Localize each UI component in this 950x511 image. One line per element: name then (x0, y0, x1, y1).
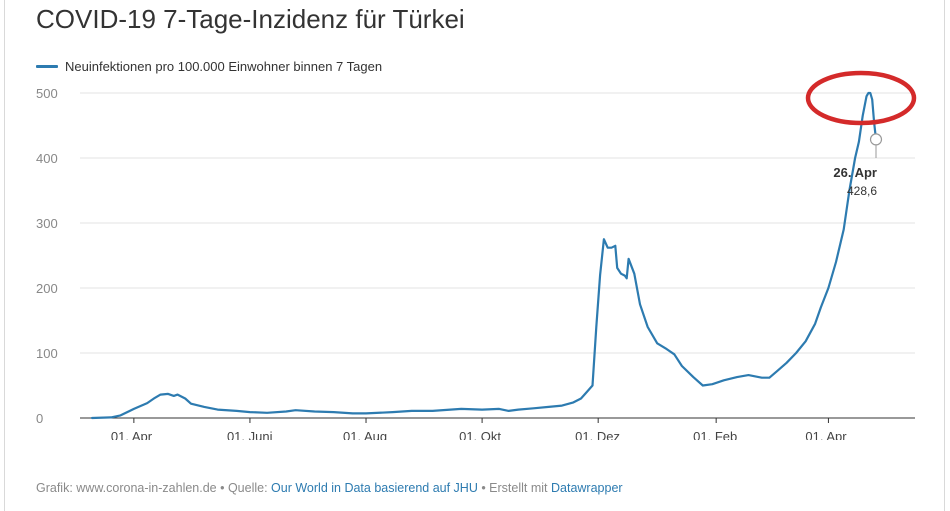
y-tick-label-300: 300 (36, 216, 58, 231)
series-line-0 (90, 91, 878, 420)
y-tick-label-200: 200 (36, 281, 58, 296)
legend-swatch (36, 64, 58, 68)
annotation-value-label: 428,6 (847, 184, 877, 198)
chart-title: COVID-19 7-Tage-Inzidenz für Türkei (36, 4, 465, 34)
series-group (90, 91, 878, 420)
annotation-marker (869, 133, 883, 146)
gridlines (80, 92, 915, 419)
x-tick-label-5: 01. Feb (693, 429, 737, 440)
x-tick-label-6: 01. Apr (805, 429, 847, 440)
x-tick-label-2: 01. Aug (343, 429, 387, 440)
x-tick-label-3: 01. Okt (459, 429, 501, 440)
y-tick-label-0: 0 (36, 411, 43, 426)
annotation-date-label: 26. Apr (833, 165, 877, 180)
x-tick-label-1: 01. Juni (227, 429, 273, 440)
legend: Neuinfektionen pro 100.000 Einwohner bin… (36, 56, 382, 76)
y-tick-label-500: 500 (36, 86, 58, 101)
frame-left-border (4, 0, 5, 511)
x-tick-label-0: 01. Apr (111, 429, 153, 440)
footer-credits: Grafik: www.corona-in-zahlen.de • Quelle… (36, 481, 623, 495)
footer-prefix: Grafik: www.corona-in-zahlen.de • Quelle… (36, 481, 272, 495)
x-tick-label-4: 01. Dez (575, 429, 620, 440)
footer-middle: • Erstellt mit (477, 481, 551, 495)
x-axis: 01. Apr 01. Juni 01. Aug 01. Okt 01. Dez 01. … (111, 418, 847, 440)
legend-label: Neuinfektionen pro 100.000 Einwohner bin… (65, 58, 383, 74)
footer-source-link[interactable]: Our World in Data basierend auf JHU (271, 481, 478, 495)
y-tick-label-100: 100 (36, 346, 58, 361)
y-axis-labels: 0 100 200 300 400 500 (36, 86, 58, 426)
highlight-ellipse (805, 70, 917, 126)
y-tick-label-400: 400 (36, 151, 58, 166)
frame-right-border (944, 0, 945, 511)
footer-tool-link[interactable]: Datawrapper (551, 481, 623, 495)
annotation-group: 26. Apr 428,6 (805, 70, 917, 198)
